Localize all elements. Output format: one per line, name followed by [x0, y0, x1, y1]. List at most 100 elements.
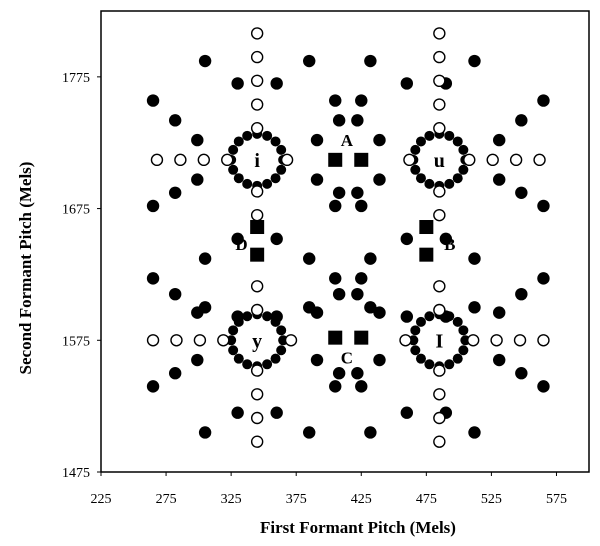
open-circle-point [250, 122, 264, 135]
filled-circle-point [439, 232, 453, 246]
filled-circle-point [332, 114, 346, 127]
filled-circle-point [373, 173, 386, 186]
filled-circle-point [355, 199, 368, 213]
ring-dot [242, 178, 253, 189]
plot-area-border [100, 10, 590, 473]
filled-circle-point [355, 380, 368, 393]
filled-circle-point [270, 310, 283, 323]
filled-circle-point [191, 353, 204, 367]
ring-dot [262, 178, 273, 189]
filled-circle-point [231, 310, 244, 323]
filled-circle-point [303, 426, 316, 439]
filled-square-point [419, 247, 434, 262]
ring-dot [424, 359, 435, 370]
filled-circle-point [373, 133, 386, 147]
filled-circle-point [364, 426, 377, 439]
ring-dot [415, 353, 426, 364]
ring-dot [424, 178, 435, 189]
x-tick-label: 375 [286, 492, 307, 507]
ring-dot [424, 130, 435, 141]
open-circle-point [250, 364, 264, 377]
filled-square-point [328, 330, 343, 345]
filled-circle-point [270, 77, 283, 90]
vowel-label-I: I [435, 330, 443, 352]
filled-circle-point [468, 301, 481, 314]
filled-circle-point [303, 252, 316, 265]
region-label-D: D [235, 235, 247, 254]
filled-circle-point [332, 367, 346, 380]
x-tick-label: 425 [351, 492, 372, 507]
filled-circle-point [468, 426, 481, 439]
open-circle-point [433, 98, 446, 111]
x-tick-label: 325 [221, 492, 242, 507]
open-circle-point [221, 153, 234, 167]
y-axis-title: Second Formant Pitch (Mels) [16, 162, 35, 375]
open-circle-point [509, 153, 523, 167]
open-circle-point [533, 153, 546, 167]
tick-labels: 225 275 325 375 425 475 525 575 1475 1575 1675 1775 [62, 71, 567, 507]
open-circle-point [250, 50, 264, 64]
filled-circle-point [468, 252, 481, 265]
filled-circle-point [332, 186, 346, 199]
ring-dot [270, 136, 281, 147]
filled-circle-point [146, 94, 160, 107]
ring-dot [233, 173, 244, 184]
open-circle-point [284, 334, 298, 347]
open-circle-point [150, 153, 164, 167]
open-circle-point [433, 185, 446, 198]
y-tick-label: 1475 [62, 466, 90, 481]
filled-circle-point [355, 94, 368, 107]
open-circle-point [433, 27, 446, 40]
filled-circle-point [191, 173, 204, 186]
open-circle-point [250, 74, 264, 88]
open-circle-point [250, 98, 264, 111]
open-circle-point [466, 334, 480, 347]
open-circle-point [174, 153, 187, 167]
filled-square-point [354, 330, 369, 345]
ring-dot [262, 311, 273, 322]
open-circle-point [250, 388, 264, 401]
x-tick-label: 275 [156, 492, 177, 507]
ring-dot [444, 359, 455, 370]
y-tick-label: 1675 [62, 203, 90, 218]
ring-dot [262, 130, 273, 141]
filled-square-point [250, 247, 265, 262]
ring-dot [276, 164, 287, 175]
filled-square-point [328, 152, 343, 167]
open-circle-point [537, 334, 550, 347]
ring-dot [410, 345, 421, 356]
filled-circle-point [332, 287, 346, 301]
filled-circle-point [400, 77, 414, 90]
filled-circle-point [198, 426, 212, 439]
filled-circle-point [373, 306, 386, 319]
open-circle-point [490, 334, 503, 347]
filled-circle-point [270, 406, 283, 419]
data-points [146, 27, 550, 448]
open-circle-point [433, 50, 446, 64]
open-circle-point [250, 411, 264, 425]
open-circle-point [433, 122, 446, 135]
open-circle-point [250, 185, 264, 198]
open-circle-point [486, 153, 499, 167]
filled-circle-point [168, 287, 182, 301]
ring-dot [458, 345, 469, 356]
open-circle-point [399, 334, 412, 347]
open-circle-point [463, 153, 476, 167]
open-circle-point [250, 27, 264, 40]
open-circle-point [433, 388, 446, 401]
ring-dot [458, 164, 469, 175]
open-circle-point [197, 153, 211, 167]
filled-circle-point [355, 272, 368, 285]
filled-circle-point [515, 367, 528, 380]
x-axis-title: First Formant Pitch (Mels) [260, 518, 456, 537]
filled-circle-point [198, 54, 212, 68]
open-circle-point [250, 208, 264, 222]
ring-dot [276, 345, 287, 356]
filled-circle-point [364, 54, 377, 68]
x-tick-label: 525 [481, 492, 502, 507]
filled-circle-point [537, 94, 550, 107]
open-circle-point [250, 303, 264, 317]
filled-circle-point [168, 114, 182, 127]
filled-circle-point [493, 306, 506, 319]
filled-square-point [419, 220, 434, 235]
